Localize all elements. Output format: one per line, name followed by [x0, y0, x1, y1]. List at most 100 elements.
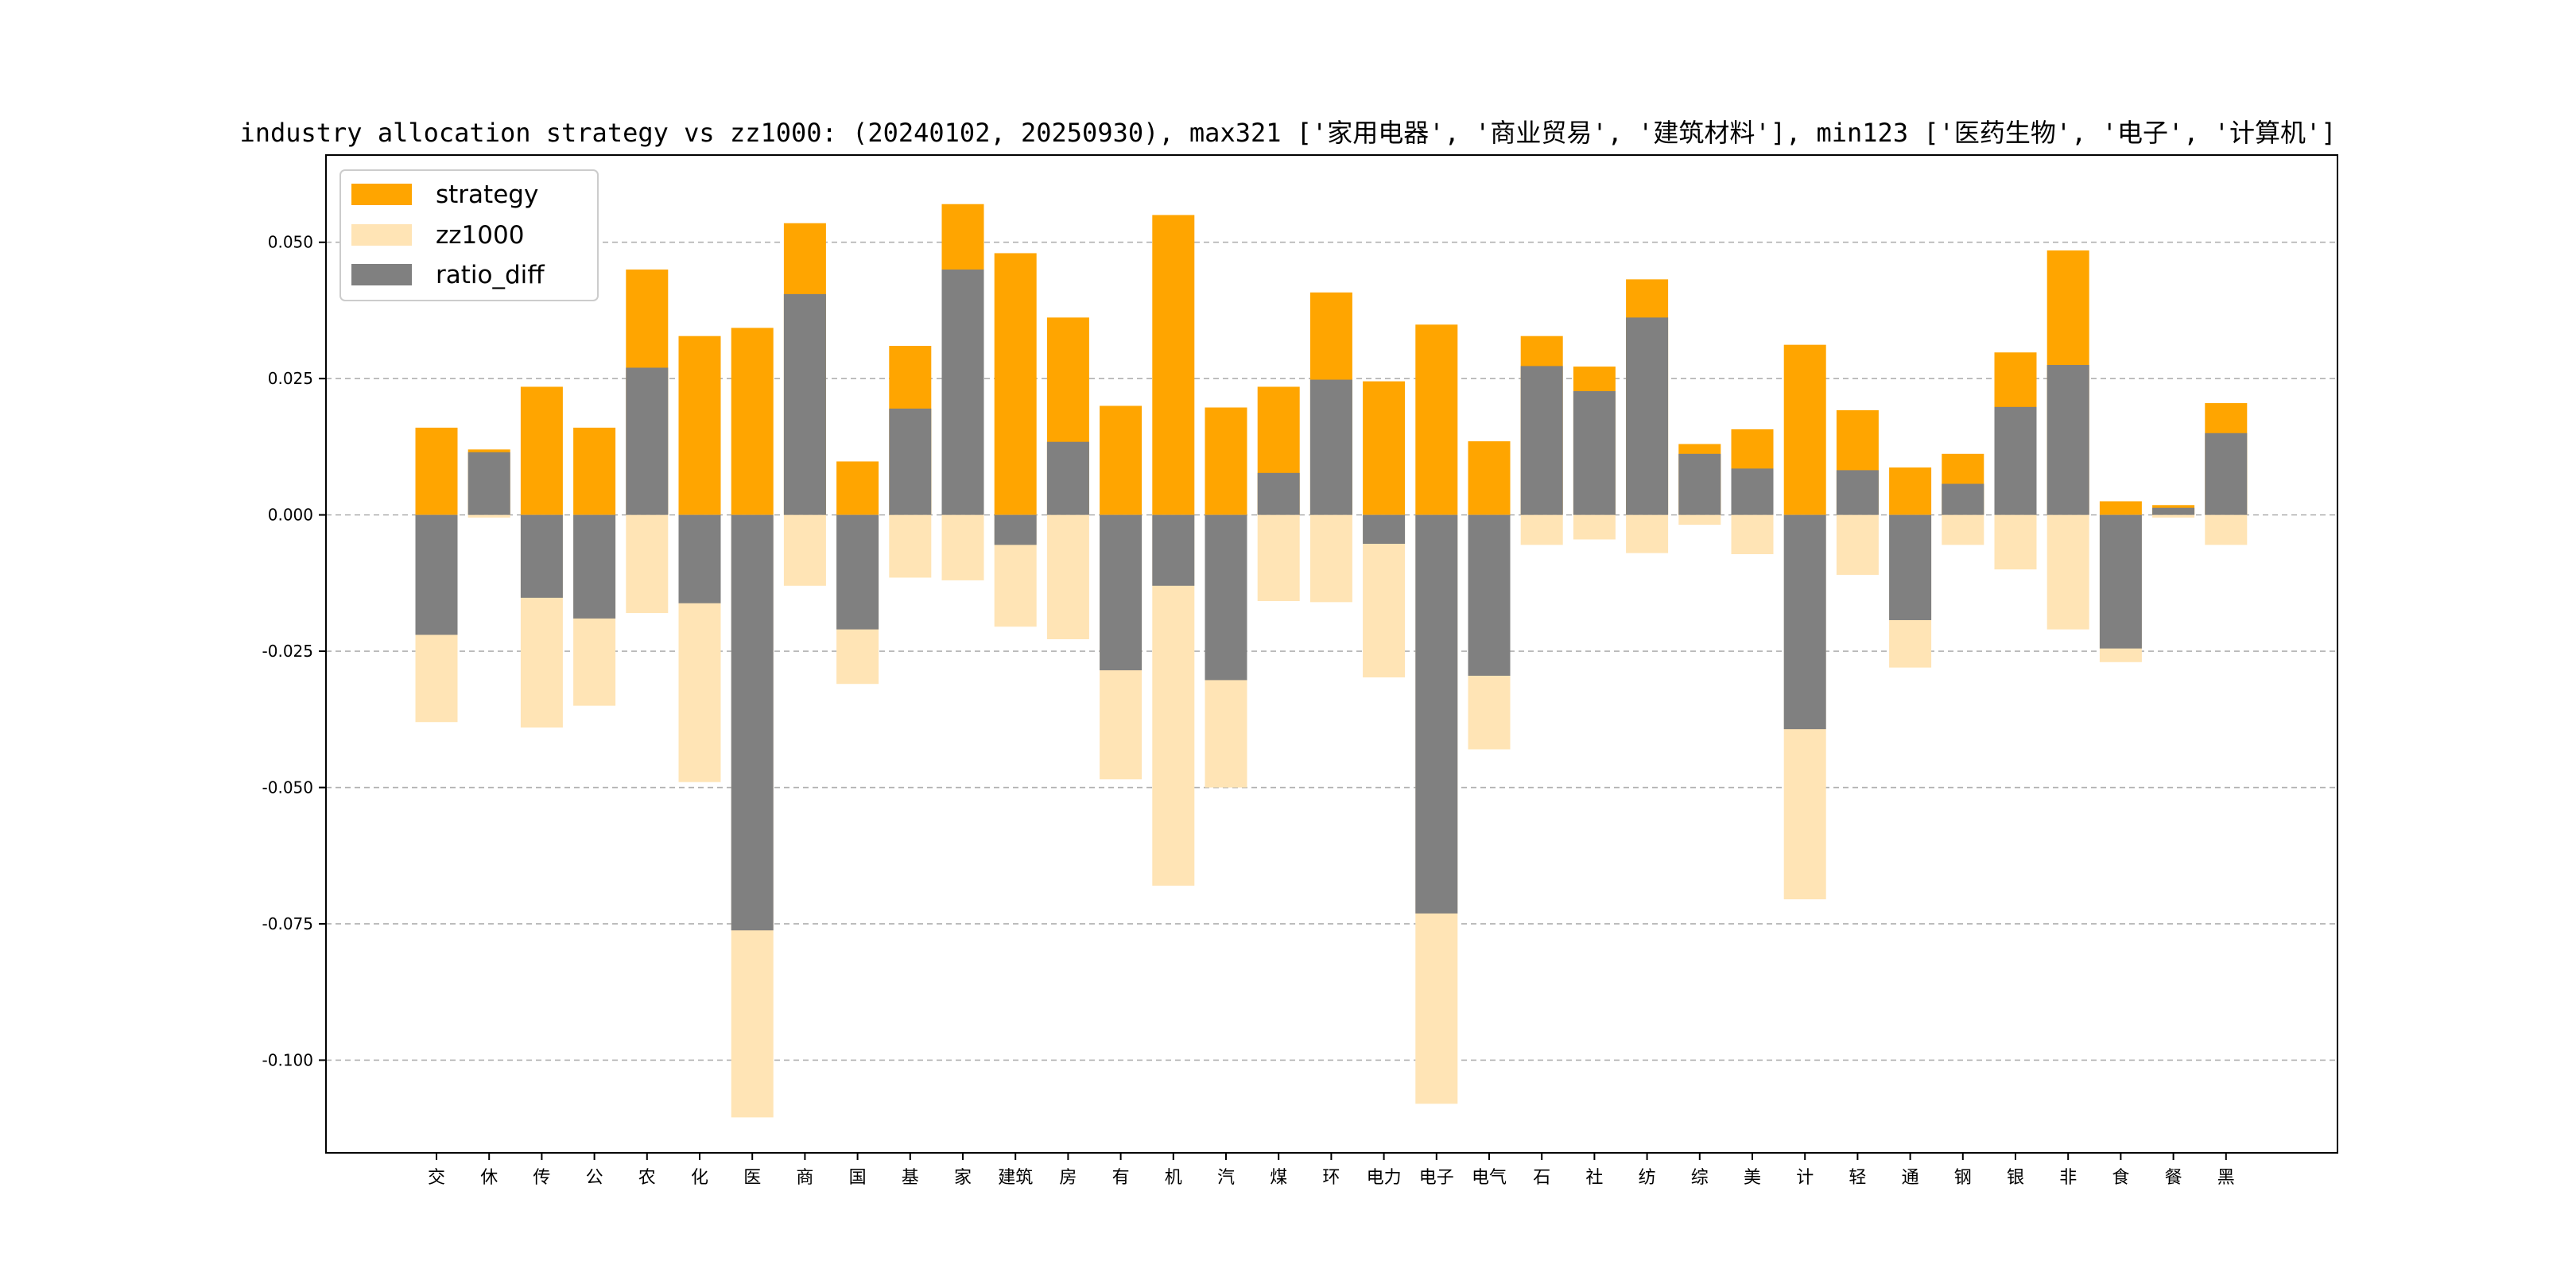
bar-ratio-diff	[783, 293, 826, 515]
x-tick-label: 煤	[1270, 1168, 1287, 1188]
x-tick-label: 钢	[1954, 1168, 1972, 1188]
bar-ratio-diff	[1415, 514, 1458, 914]
bar-ratio-diff	[2099, 514, 2142, 649]
chart-title: industry allocation strategy vs zz1000: …	[239, 118, 2336, 148]
bar-ratio-diff	[678, 514, 721, 603]
legend-label-strategy: strategy	[436, 180, 538, 209]
legend-label-zz1000: zz1000	[436, 221, 524, 250]
x-tick-label: 环	[1322, 1168, 1340, 1188]
bar-ratio-diff	[1468, 514, 1511, 676]
x-tick-label: 轻	[1849, 1168, 1866, 1188]
bar-ratio-diff	[836, 514, 879, 630]
legend-label-ratio-diff: ratio_diff	[436, 261, 545, 289]
x-tick-label: 电气	[1472, 1168, 1507, 1188]
x-tick-label: 建筑	[998, 1168, 1033, 1188]
bar-ratio-diff	[731, 514, 774, 931]
y-tick-label: -0.050	[262, 778, 313, 797]
bar-ratio-diff	[2152, 507, 2195, 515]
legend: strategy zz1000 ratio_diff	[339, 169, 599, 301]
bar-ratio-diff	[1152, 514, 1195, 586]
y-tick-label: 0.000	[268, 506, 313, 525]
x-tick-label: 银	[2007, 1168, 2024, 1188]
bar-zz1000	[2205, 514, 2248, 545]
bar-zz1000	[1257, 514, 1300, 601]
x-tick-label: 交	[428, 1168, 445, 1188]
bar-ratio-diff	[941, 270, 984, 515]
bar-ratio-diff	[1678, 453, 1721, 515]
x-tick-label: 有	[1112, 1168, 1130, 1188]
bar-ratio-diff	[1626, 317, 1669, 515]
bar-zz1000	[1836, 514, 1879, 576]
bar-zz1000	[1942, 514, 1984, 545]
bar-zz1000	[941, 514, 984, 580]
bar-ratio-diff	[1046, 441, 1089, 515]
bar-strategy	[2099, 501, 2142, 515]
y-axis: 0.050 0.025 0.000 -0.025 -0.050 -0.075 -0.100	[262, 233, 326, 1069]
bar-zz1000	[467, 514, 510, 518]
bar-strategy	[573, 427, 616, 515]
bar-ratio-diff	[1257, 472, 1300, 515]
bar-ratio-diff	[1994, 406, 2037, 515]
bar-zz1000	[1573, 514, 1616, 540]
x-tick-label: 食	[2112, 1168, 2129, 1188]
x-tick-label: 医	[743, 1168, 761, 1188]
x-tick-label: 石	[1533, 1168, 1550, 1188]
x-tick-label: 商	[796, 1168, 813, 1188]
bar-zz1000	[1520, 514, 1563, 545]
x-tick-label: 社	[1585, 1168, 1603, 1188]
y-tick-label: -0.025	[262, 642, 313, 661]
x-tick-label: 传	[533, 1168, 550, 1188]
bars	[415, 204, 2248, 1118]
bar-strategy	[415, 427, 458, 515]
bar-strategy	[1100, 405, 1143, 515]
bar-ratio-diff	[415, 514, 458, 635]
x-tick-label: 基	[902, 1168, 919, 1188]
bar-ratio-diff	[467, 452, 510, 515]
bar-ratio-diff	[2205, 433, 2248, 515]
bar-strategy	[1415, 324, 1458, 515]
bar-ratio-diff	[573, 514, 616, 619]
legend-swatch-ratio-diff	[351, 264, 412, 285]
x-tick-label: 纺	[1639, 1168, 1656, 1188]
x-tick-label: 房	[1059, 1168, 1077, 1188]
bar-ratio-diff	[1100, 514, 1143, 671]
bar-ratio-diff	[626, 367, 669, 515]
x-tick-label: 电子	[1419, 1168, 1454, 1188]
y-tick-label: -0.100	[262, 1050, 313, 1069]
x-tick-label: 公	[586, 1168, 603, 1188]
x-tick-label: 电力	[1367, 1168, 1402, 1188]
x-tick-label: 美	[1744, 1168, 1761, 1188]
bar-zz1000	[1731, 514, 1774, 554]
bar-ratio-diff	[1573, 390, 1616, 515]
bar-strategy	[994, 253, 1037, 515]
bar-zz1000	[1626, 514, 1669, 553]
legend-swatch-zz1000	[351, 224, 412, 246]
x-tick-label: 化	[691, 1168, 708, 1188]
bar-strategy	[1889, 467, 1932, 515]
x-axis: 交 休 传 公 农 化 医 商 国 基 家 建筑 房 有 机 汽 煤 环 电力 电子 电气 石 社 纺 综 美 计 轻 通 钢 银 非 食 餐 黑	[428, 1153, 2235, 1188]
bar-ratio-diff	[1520, 366, 1563, 515]
bar-ratio-diff	[520, 514, 563, 598]
y-tick-label: 0.025	[268, 369, 313, 388]
bar-strategy	[1468, 441, 1511, 515]
bar-ratio-diff	[889, 408, 932, 515]
bar-strategy	[731, 328, 774, 515]
bar-strategy	[1152, 215, 1195, 515]
bar-zz1000	[1994, 514, 2037, 570]
bar-ratio-diff	[1783, 514, 1826, 730]
x-tick-label: 家	[954, 1168, 972, 1188]
x-tick-label: 国	[849, 1168, 867, 1188]
bar-strategy	[678, 336, 721, 515]
bar-strategy	[1205, 407, 1247, 515]
x-tick-label: 非	[2059, 1168, 2077, 1188]
bar-ratio-diff	[1363, 514, 1406, 544]
x-tick-label: 综	[1691, 1168, 1709, 1188]
bar-strategy	[520, 386, 563, 515]
bar-ratio-diff	[1836, 470, 1879, 515]
y-tick-label: -0.075	[262, 914, 313, 933]
x-tick-label: 通	[1902, 1168, 1919, 1188]
x-tick-label: 农	[638, 1168, 656, 1188]
legend-swatch-strategy	[351, 184, 412, 205]
bar-zz1000	[889, 514, 932, 578]
